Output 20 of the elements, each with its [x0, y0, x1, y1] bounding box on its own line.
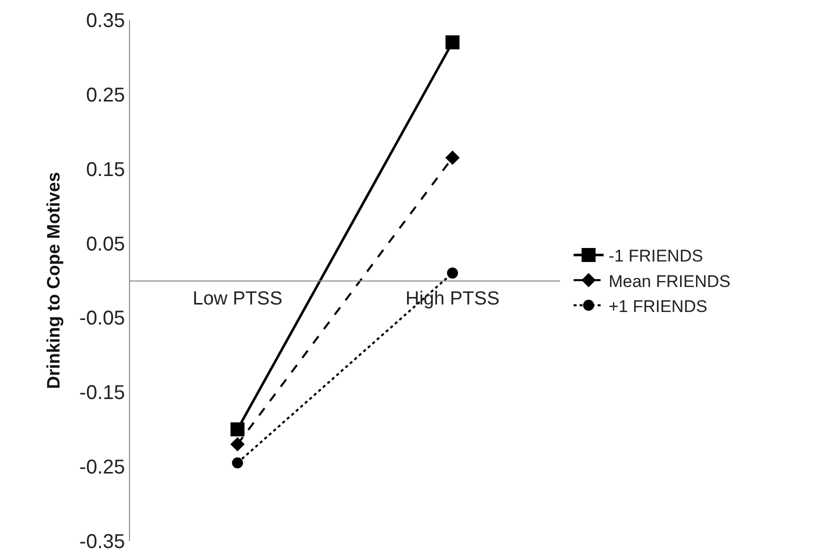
legend-label: -1 FRIENDS	[608, 246, 704, 266]
y-tick-label: 0.15	[86, 158, 125, 181]
point	[446, 35, 460, 50]
y-tick-label: 0.25	[86, 84, 125, 106]
y-tick-label: -0.35	[79, 531, 125, 553]
y-axis-title: Drinking to Cope Motives	[44, 172, 64, 390]
point	[230, 422, 244, 436]
y-tick-label: -0.05	[79, 308, 125, 330]
point	[230, 437, 245, 452]
point	[232, 457, 243, 468]
point	[445, 150, 460, 165]
legend-label: +1 FRIENDS	[608, 296, 708, 316]
x-tick-label: High PTSS	[406, 288, 500, 310]
x-tick-label: Low PTSS	[192, 288, 282, 310]
y-tick-label: -0.15	[79, 382, 125, 404]
point	[447, 268, 458, 279]
legend-label: Mean FRIENDS	[608, 272, 730, 291]
y-tick-label: -0.25	[79, 456, 125, 479]
y-tick-label: 0.35	[86, 10, 125, 32]
y-tick-label: 0.05	[86, 233, 125, 256]
